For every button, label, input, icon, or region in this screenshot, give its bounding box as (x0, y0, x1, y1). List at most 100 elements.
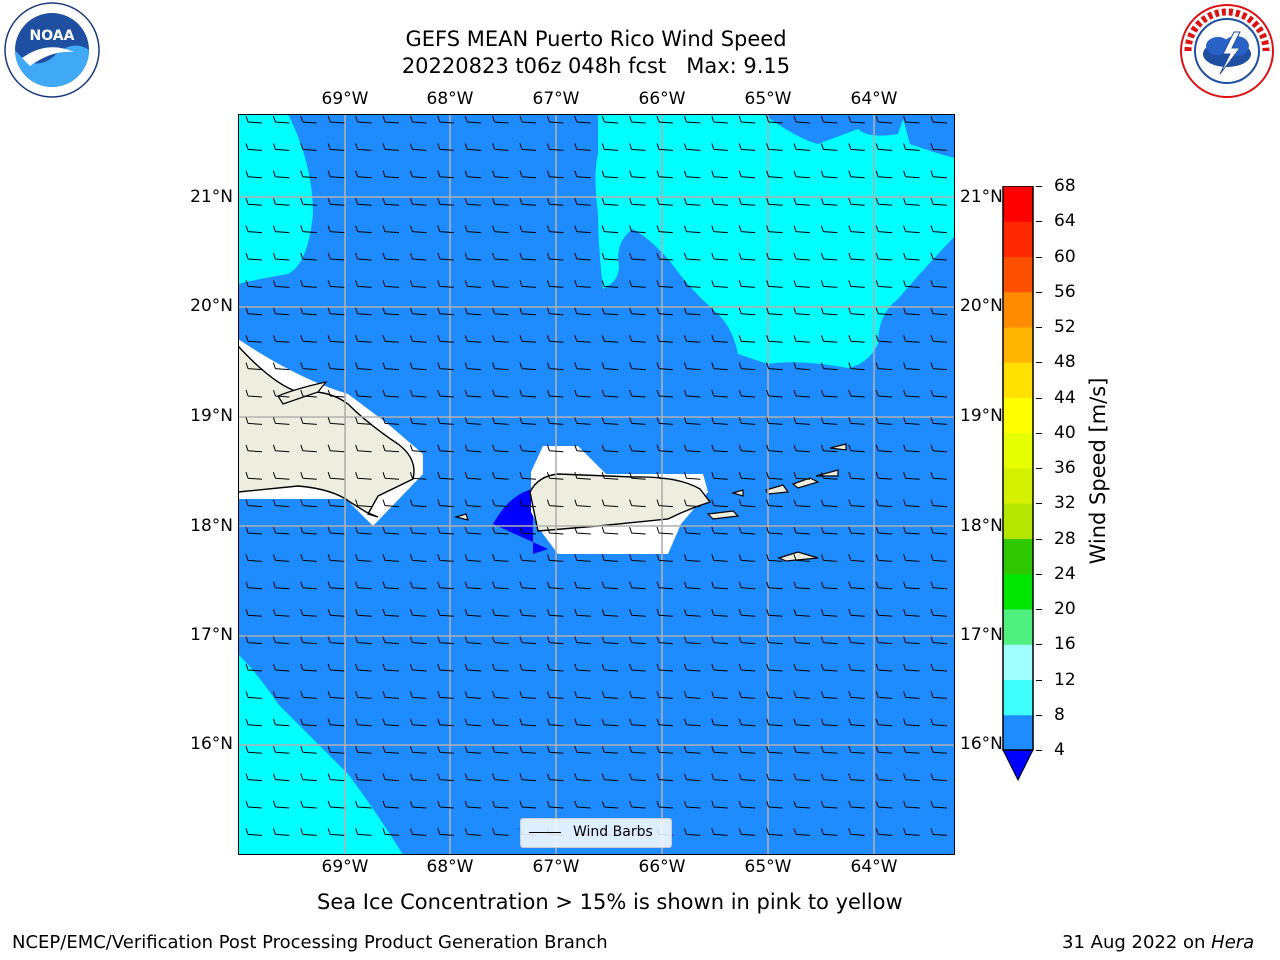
colorbar-tick-mark (1036, 327, 1042, 328)
wind-barb (903, 663, 920, 672)
wind-barb (930, 581, 948, 590)
wind-barb (656, 773, 674, 782)
wind-barb (875, 389, 893, 398)
wind-barb (382, 115, 400, 124)
lon-label-bottom: 68°W (426, 857, 474, 877)
wind-barb (848, 280, 865, 288)
wind-barb (464, 362, 482, 371)
legend-line (529, 832, 561, 833)
colorbar-tick-label: 68 (1054, 176, 1076, 196)
wind-barb (327, 170, 345, 179)
wind-barb (875, 198, 893, 206)
wind-barb (711, 143, 728, 151)
colorbar-tick-mark (1036, 291, 1042, 293)
wind-barb (300, 307, 317, 316)
wind-barb (738, 526, 756, 535)
wind-barb (574, 335, 591, 343)
wind-barb (930, 718, 948, 727)
wind-barb (492, 800, 509, 809)
wind-barb (574, 225, 591, 234)
wind-barb (382, 280, 400, 288)
wind-barb (382, 143, 400, 151)
wind-barb (300, 609, 317, 617)
wind-barb (683, 143, 701, 151)
wind-barb (656, 115, 674, 124)
colorbar-segment (1003, 256, 1033, 293)
wind-barb (464, 417, 482, 425)
colorbar-tick-label: 60 (1054, 246, 1076, 267)
wind-barb (437, 115, 454, 124)
wind-barb (820, 499, 838, 508)
wind-barb (793, 526, 811, 535)
wind-barb (546, 773, 564, 782)
wind-barb (464, 663, 482, 672)
colorbar-segment (1003, 362, 1033, 398)
wind-barb (683, 609, 701, 617)
wind-barb (519, 280, 537, 288)
colorbar-segment (1003, 573, 1033, 610)
wind-barb (546, 691, 564, 699)
wind-barb (327, 225, 345, 234)
wind-barb (327, 198, 345, 206)
wind-barb (355, 800, 372, 809)
wind-barb (629, 472, 646, 480)
colorbar-label: Wind Speed [m/s] (1086, 377, 1110, 565)
wind-barb (820, 636, 838, 645)
wind-barb (519, 636, 537, 645)
wind-barb (601, 170, 619, 179)
wind-barb (492, 115, 509, 124)
wind-barb (492, 609, 509, 617)
wind-barb (355, 718, 372, 727)
wind-barb (683, 335, 701, 343)
wind-barb (300, 746, 317, 754)
wind-barb (820, 417, 838, 425)
wind-barb (355, 444, 372, 453)
wind-barb (355, 609, 372, 617)
wind-barb (930, 335, 948, 343)
wind-barb (355, 307, 372, 316)
wind-barb (546, 746, 564, 754)
wind-barb (519, 143, 537, 151)
wind-barb (738, 581, 756, 590)
wind-barb (683, 170, 701, 179)
wind-barb (848, 143, 865, 151)
wind-barb (903, 444, 920, 453)
wind-barb (930, 389, 948, 398)
wind-barb (629, 444, 646, 453)
wind-barb (820, 609, 838, 617)
wind-barb (519, 663, 537, 672)
wind-barb (683, 417, 701, 425)
wind-barb (875, 143, 893, 151)
wind-barb (492, 499, 509, 508)
wind-barb (766, 170, 783, 179)
wind-barb (355, 691, 372, 699)
wind-barb (738, 115, 756, 124)
wind-barb (766, 609, 783, 617)
wind-barb (683, 691, 701, 699)
wind-barb (300, 444, 317, 453)
wind-barb (519, 444, 537, 453)
wind-barb (245, 526, 263, 535)
wind-barb (574, 499, 591, 508)
wind-barb (272, 663, 290, 672)
colorbar-tick-label: 40 (1054, 422, 1076, 443)
wind-barb (437, 691, 454, 699)
run-date: 31 Aug 2022 on Hera (1062, 932, 1254, 953)
wind-barb (327, 143, 345, 151)
wind-barb (738, 252, 756, 261)
wind-barb (409, 773, 427, 782)
wind-barb (519, 609, 537, 617)
wind-barb (546, 526, 564, 535)
lat-label-right: 21°N (960, 187, 1003, 207)
wind-barb (574, 636, 591, 645)
wind-barb (930, 444, 948, 453)
wind-barb (711, 389, 728, 398)
wind-barb (300, 526, 317, 535)
wind-barb (820, 115, 838, 124)
wind-barb (656, 554, 674, 562)
wind-barb (711, 828, 728, 836)
wind-barb (711, 444, 728, 453)
wind-barb (820, 663, 838, 672)
lat-label-right: 20°N (960, 296, 1003, 316)
wind-barb (711, 472, 728, 480)
